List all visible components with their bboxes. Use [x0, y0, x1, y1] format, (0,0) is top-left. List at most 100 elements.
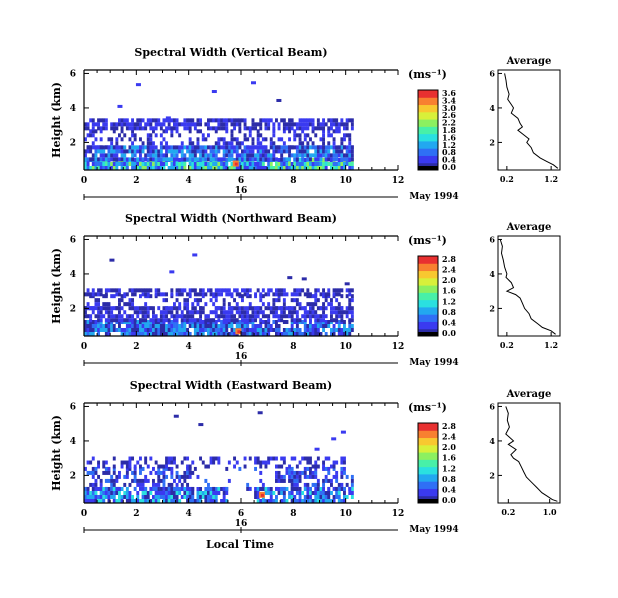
heat-cell	[214, 499, 218, 503]
heat-cell	[285, 328, 289, 332]
heat-cell	[167, 145, 171, 150]
colorbar-tick-label: 1.6	[442, 453, 456, 463]
heat-cell	[288, 470, 292, 475]
heat-cell	[288, 149, 292, 154]
heat-cell	[131, 332, 135, 336]
heat-cell	[322, 166, 326, 170]
heat-cell	[290, 314, 294, 319]
heat-cell	[348, 302, 352, 307]
heat-cell	[243, 157, 247, 162]
heat-cell	[201, 288, 205, 293]
heat-cell	[149, 166, 153, 170]
x-tick-label: 2	[133, 509, 139, 519]
heat-cell	[243, 145, 247, 150]
heat-cell	[275, 464, 278, 469]
heat-cell	[91, 145, 95, 150]
heat-cell	[348, 491, 352, 495]
heat-cell	[123, 318, 127, 323]
heat-cell	[207, 133, 210, 138]
heat-cell	[254, 332, 258, 336]
heat-cell	[306, 328, 310, 332]
heat-cell	[162, 332, 166, 336]
heat-cell	[125, 324, 129, 328]
heat-cell	[84, 314, 87, 319]
heat-cell	[128, 456, 132, 461]
heat-cell	[295, 328, 299, 332]
heat-cell	[128, 302, 132, 307]
heat-cell	[170, 320, 174, 324]
heat-cell	[225, 158, 229, 162]
heat-cell	[112, 153, 116, 158]
heat-cell	[188, 141, 192, 146]
heat-cell	[133, 470, 137, 475]
heat-cell	[84, 491, 87, 495]
heat-cell	[238, 126, 242, 131]
heat-cell	[173, 153, 176, 158]
heat-cell	[222, 486, 226, 491]
heat-cell	[204, 157, 208, 162]
heat-cell	[186, 122, 190, 127]
hotspot-core	[260, 493, 264, 497]
heat-cell	[149, 126, 153, 131]
heat-cell	[139, 149, 142, 154]
heat-cell	[84, 149, 87, 154]
heat-cell	[120, 137, 124, 142]
heat-cell	[272, 491, 276, 495]
heat-cell	[102, 294, 106, 299]
heat-cell	[259, 126, 263, 131]
heat-cell	[123, 145, 127, 150]
heat-cell	[146, 149, 150, 154]
heat-cell	[227, 288, 231, 293]
heat-cell	[131, 153, 135, 158]
heat-cell	[209, 456, 213, 461]
heat-cell	[303, 126, 307, 131]
heat-cell	[180, 157, 184, 162]
heat-cell	[345, 294, 349, 299]
heat-cell	[316, 162, 320, 166]
heat-cell	[204, 328, 208, 332]
heat-cell	[188, 491, 192, 495]
heat-cell	[214, 162, 218, 166]
heat-cell	[165, 145, 169, 150]
heat-cell	[267, 318, 271, 323]
heat-cell	[102, 470, 106, 475]
heat-cell	[144, 288, 148, 293]
colorbar-tick-label: 2.6	[442, 110, 456, 120]
heat-cell	[175, 324, 179, 328]
heat-cell	[301, 129, 305, 134]
heat-cell	[309, 499, 312, 503]
heat-cell	[84, 166, 87, 170]
heat-cell	[178, 328, 182, 332]
heat-cell	[322, 318, 326, 323]
heat-cell	[335, 495, 339, 499]
heat-cell	[86, 162, 90, 166]
heat-cell	[159, 495, 163, 499]
heat-cell	[348, 318, 352, 323]
heat-cell	[152, 141, 155, 146]
heat-cell	[293, 157, 297, 162]
heat-cell	[97, 474, 101, 479]
heat-cell	[256, 495, 260, 499]
heat-cell	[264, 126, 268, 131]
heat-cell	[89, 460, 93, 465]
heat-cell	[314, 302, 318, 307]
heat-cell	[220, 487, 224, 491]
heat-cell	[107, 137, 111, 142]
colorbar-unit: (ms⁻¹)	[408, 401, 447, 414]
heat-cell	[214, 491, 218, 495]
heat-cell	[149, 332, 153, 336]
heat-cell	[259, 122, 263, 127]
heat-cell	[288, 314, 292, 319]
isolated-cell	[276, 98, 282, 102]
heat-cell	[348, 288, 352, 293]
heat-cell	[94, 306, 98, 311]
heat-cell	[248, 486, 252, 491]
heat-cell	[201, 153, 205, 158]
heat-cell	[277, 487, 281, 491]
date-axis-day: 16	[235, 186, 248, 196]
heat-cell	[199, 318, 203, 323]
heat-cell	[183, 478, 187, 483]
heat-cell	[316, 328, 320, 332]
heat-cell	[139, 126, 142, 131]
heat-cell	[107, 470, 111, 475]
